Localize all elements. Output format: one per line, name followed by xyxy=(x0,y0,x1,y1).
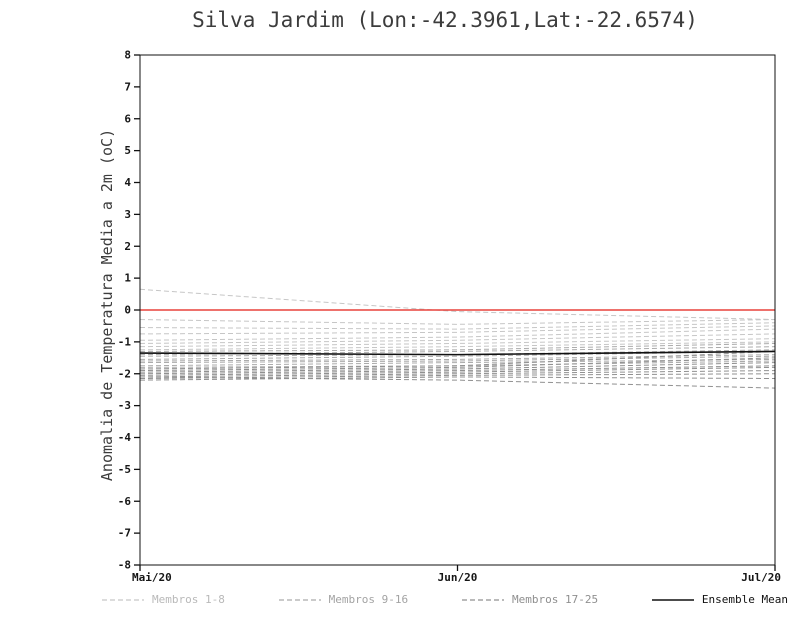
legend-item-ensemble-mean: Ensemble Mean xyxy=(650,593,788,606)
y-tick-label: -2 xyxy=(118,367,131,380)
y-tick-label: -8 xyxy=(118,559,131,572)
x-tick-label: Jun/20 xyxy=(438,571,478,584)
series-line xyxy=(139,333,776,344)
series-line xyxy=(139,342,776,352)
y-tick-label: 2 xyxy=(124,240,131,253)
x-tick-label: Jul/20 xyxy=(741,571,781,584)
series-line xyxy=(139,376,776,381)
legend-line-membros-1-8-icon xyxy=(102,598,144,601)
y-tick-label: 5 xyxy=(124,144,131,157)
series-line xyxy=(139,370,776,378)
series-line xyxy=(139,376,776,389)
series-line xyxy=(139,341,776,351)
series-line xyxy=(139,319,776,325)
y-tick-label: 8 xyxy=(124,49,131,62)
y-tick-label: 0 xyxy=(124,304,131,317)
series-line xyxy=(139,288,776,321)
legend-label: Membros 9-16 xyxy=(328,593,409,606)
series-line xyxy=(139,325,776,335)
chart-legend: Membros 1-8 Membros 9-16 Membros 17-25 E… xyxy=(100,593,788,606)
legend-line-membros-17-25-icon xyxy=(461,598,504,601)
series-line xyxy=(139,328,776,341)
x-tick-label: Mai/20 xyxy=(132,571,172,584)
series-line xyxy=(139,322,776,330)
series-line xyxy=(139,338,776,348)
legend-label: Membros 1-8 xyxy=(152,593,225,606)
legend-label: Membros 17-25 xyxy=(511,593,599,606)
series-line xyxy=(139,350,776,370)
y-tick-label: 3 xyxy=(124,208,131,221)
x-axis-ticks: Mai/20 Jun/20 Jul/20 xyxy=(132,565,781,584)
series-line xyxy=(139,357,776,372)
y-tick-label: -5 xyxy=(118,463,131,476)
member-lines xyxy=(139,288,776,389)
legend-line-membros-9-16-icon xyxy=(278,598,321,601)
y-axis-ticks: 8 7 6 5 4 3 2 1 0 -1 -2 -3 -4 -5 -6 -7 -8 xyxy=(118,49,140,572)
legend-item-membros-9-16: Membros 9-16 xyxy=(277,593,408,606)
series-line xyxy=(139,360,776,368)
ensemble-mean-line xyxy=(139,350,776,356)
series-line xyxy=(139,349,776,357)
y-tick-label: -6 xyxy=(118,495,132,508)
y-tick-label: -4 xyxy=(118,431,132,444)
series-line xyxy=(139,365,776,375)
legend-label: Ensemble Mean xyxy=(701,593,788,606)
legend-item-membros-17-25: Membros 17-25 xyxy=(460,593,598,606)
y-tick-label: 7 xyxy=(124,80,131,93)
series-line xyxy=(139,373,776,380)
chart-title: Silva Jardim (Lon:-42.3961,Lat:-22.6574) xyxy=(192,8,698,32)
y-tick-label: 6 xyxy=(124,112,131,125)
series-line xyxy=(139,362,776,373)
legend-line-ensemble-mean-icon xyxy=(651,598,694,601)
y-tick-label: 4 xyxy=(124,176,131,189)
series-line xyxy=(139,366,776,376)
y-tick-label: -7 xyxy=(118,527,131,540)
y-tick-label: -3 xyxy=(118,399,131,412)
series-line xyxy=(139,358,776,367)
series-line xyxy=(139,355,776,364)
y-tick-label: 1 xyxy=(124,272,131,285)
y-tick-label: -1 xyxy=(118,335,132,348)
legend-item-membros-1-8: Membros 1-8 xyxy=(100,593,225,606)
